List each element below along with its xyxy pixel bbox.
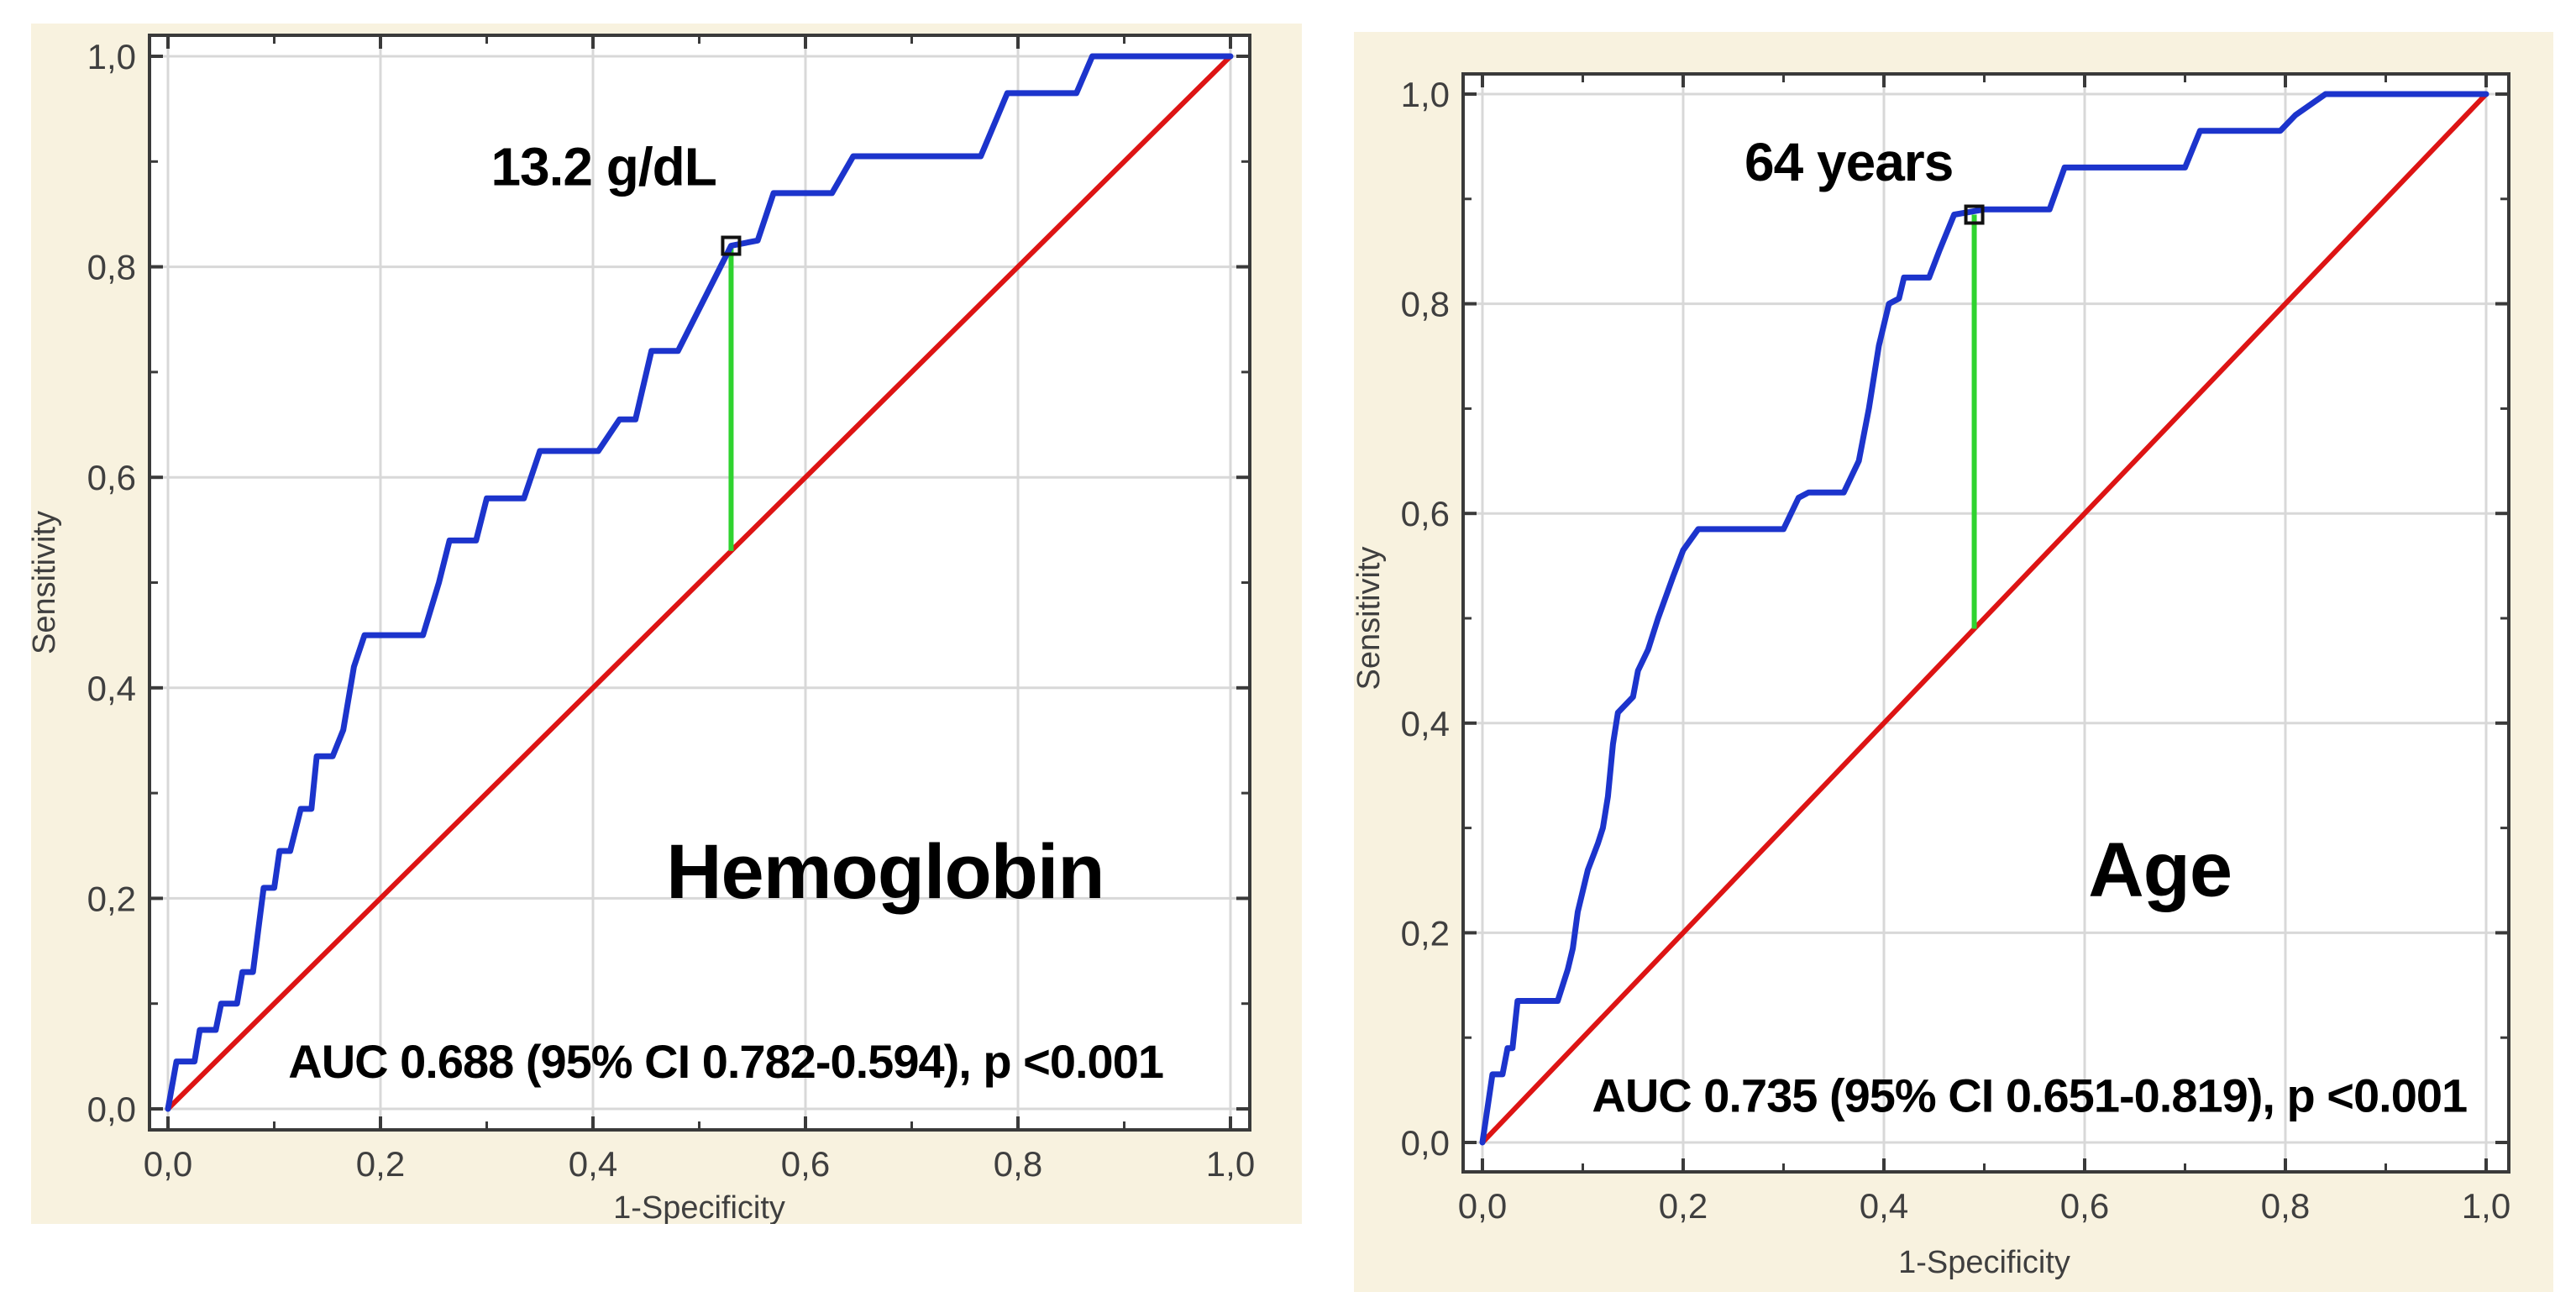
roc-svg-age: 0,00,0 0,2 0,2 0,4 0,4 0,6 0,6 0,8 0,8 1,0 1,0 1-Sp… xyxy=(1354,72,2510,1280)
x-axis-title: 1-Specificity xyxy=(1898,1245,2070,1280)
x-tick-label: 1,0 xyxy=(2462,1186,2510,1226)
chart-title: Hemoglobin xyxy=(666,829,1104,915)
chart-title: Age xyxy=(2088,827,2232,913)
y-axis-title: Sensitivity xyxy=(1354,546,1387,690)
x-axis-title: 1-Specificity xyxy=(613,1190,785,1224)
x-tick-label: 0,4 xyxy=(1860,1186,1908,1226)
auc-annotation: AUC 0.688 (95% CI 0.782-0.594), p <0.001 xyxy=(288,1035,1163,1088)
roc-svg-hemoglobin: 0,00,0 0,2 0,2 0,4 0,4 0,6 0,6 0,8 0,8 1,0 1,0 1-Sp… xyxy=(31,34,1255,1224)
roc-chart-hemoglobin: 0,0 0,0 0,2 0,2 0,4 0,4 0,6 0,6 0,8 0,8 1,0 1,0 1-Sp… xyxy=(31,24,1302,1224)
y-axis-title: Sensitivity xyxy=(31,511,62,654)
chance-diagonal xyxy=(165,54,1233,1111)
x-tick-label: 0,2 xyxy=(356,1144,405,1184)
x-tick-label: 1,0 xyxy=(1206,1144,1255,1184)
plot-area xyxy=(1463,74,2509,1172)
x-tick-label: 0,0 xyxy=(1458,1186,1507,1226)
y-tick-label: 0,0 xyxy=(1401,1123,1450,1163)
y-tick-label: 1,0 xyxy=(87,37,136,76)
roc-curve xyxy=(1479,91,2489,1146)
y-tick-label: 0,8 xyxy=(87,248,136,287)
y-tick-label: 0,2 xyxy=(1401,913,1450,953)
y-tick-label: 1,0 xyxy=(1401,75,1450,114)
roc-curve xyxy=(165,53,1234,1112)
x-tick-label: 0,2 xyxy=(1659,1186,1708,1226)
x-tick-label: 0,6 xyxy=(2060,1186,2109,1226)
y-tick-label: 0,6 xyxy=(87,458,136,497)
x-tick-label: 0,6 xyxy=(781,1144,830,1184)
chance-diagonal xyxy=(1480,92,2489,1145)
roc-chart-age: 0,0 0,0 0,2 0,2 0,4 0,4 0,6 0,6 0,8 0,8 1,0 1,0 1-Sp… xyxy=(1354,32,2553,1292)
cutoff-marker xyxy=(1964,204,1985,225)
y-tick-label: 0,0 xyxy=(87,1090,136,1129)
axis-frame xyxy=(1461,72,2510,1174)
y-tick-label: 0,4 xyxy=(87,669,136,708)
x-tick-label: 0,8 xyxy=(2261,1186,2310,1226)
y-tick-label: 0,6 xyxy=(1401,494,1450,533)
auc-annotation: AUC 0.735 (95% CI 0.651-0.819), p <0.001 xyxy=(1592,1069,2467,1121)
y-tick-label: 0,8 xyxy=(1401,285,1450,324)
y-tick-label: 0,2 xyxy=(87,879,136,918)
cutoff-label: 64 years xyxy=(1744,132,1953,192)
cutoff-label: 13.2 g/dL xyxy=(491,137,716,197)
x-tick-label: 0,0 xyxy=(144,1144,192,1184)
x-tick-label: 0,4 xyxy=(569,1144,617,1184)
cutoff-marker xyxy=(721,235,742,256)
x-tick-label: 0,8 xyxy=(994,1144,1042,1184)
y-tick-label: 0,4 xyxy=(1401,704,1450,743)
